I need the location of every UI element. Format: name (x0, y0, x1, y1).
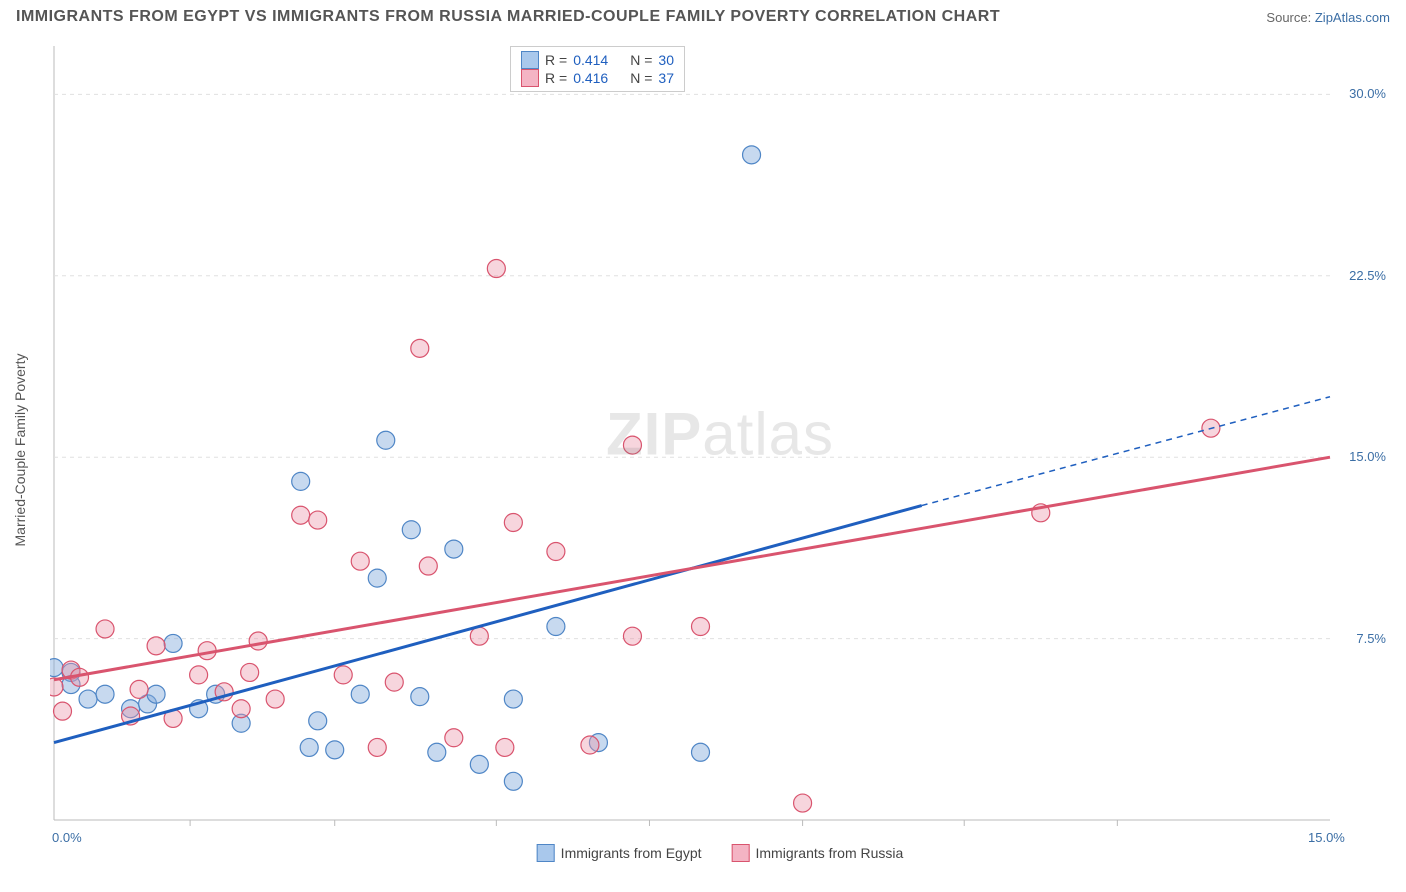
legend-swatch (732, 844, 750, 862)
series-legend-label: Immigrants from Russia (756, 845, 904, 861)
source-label: Source: (1266, 10, 1311, 25)
chart-title: IMMIGRANTS FROM EGYPT VS IMMIGRANTS FROM… (16, 8, 1000, 26)
source-link[interactable]: ZipAtlas.com (1315, 10, 1390, 25)
legend-n-value: 30 (658, 52, 674, 68)
legend-n-value: 37 (658, 70, 674, 86)
series-legend-item: Immigrants from Egypt (537, 844, 702, 862)
y-tick: 7.5% (1356, 631, 1386, 646)
scatter-plot (50, 40, 1390, 860)
series-legend-item: Immigrants from Russia (732, 844, 904, 862)
chart-container: Married-Couple Family Poverty ZIPatlas R… (50, 40, 1390, 860)
y-tick: 22.5% (1349, 268, 1386, 283)
x-tick: 0.0% (52, 830, 82, 845)
y-tick: 15.0% (1349, 449, 1386, 464)
x-tick: 15.0% (1308, 830, 1345, 845)
legend-swatch (537, 844, 555, 862)
legend-r-label: R = (545, 52, 567, 68)
series-legend-label: Immigrants from Egypt (561, 845, 702, 861)
series-legend: Immigrants from Egypt Immigrants from Rus… (537, 844, 904, 862)
legend-n-label: N = (630, 52, 652, 68)
y-axis-label: Married-Couple Family Poverty (12, 354, 28, 547)
legend-row: R = 0.414 N = 30 (521, 51, 674, 69)
legend-r-label: R = (545, 70, 567, 86)
legend-row: R = 0.416 N = 37 (521, 69, 674, 87)
correlation-legend: R = 0.414 N = 30 R = 0.416 N = 37 (510, 46, 685, 92)
legend-n-label: N = (630, 70, 652, 86)
header-bar: IMMIGRANTS FROM EGYPT VS IMMIGRANTS FROM… (0, 0, 1406, 34)
y-tick: 30.0% (1349, 86, 1386, 101)
legend-swatch (521, 69, 539, 87)
source-attribution: Source: ZipAtlas.com (1266, 10, 1390, 25)
legend-r-value: 0.414 (573, 52, 608, 68)
legend-r-value: 0.416 (573, 70, 608, 86)
legend-swatch (521, 51, 539, 69)
